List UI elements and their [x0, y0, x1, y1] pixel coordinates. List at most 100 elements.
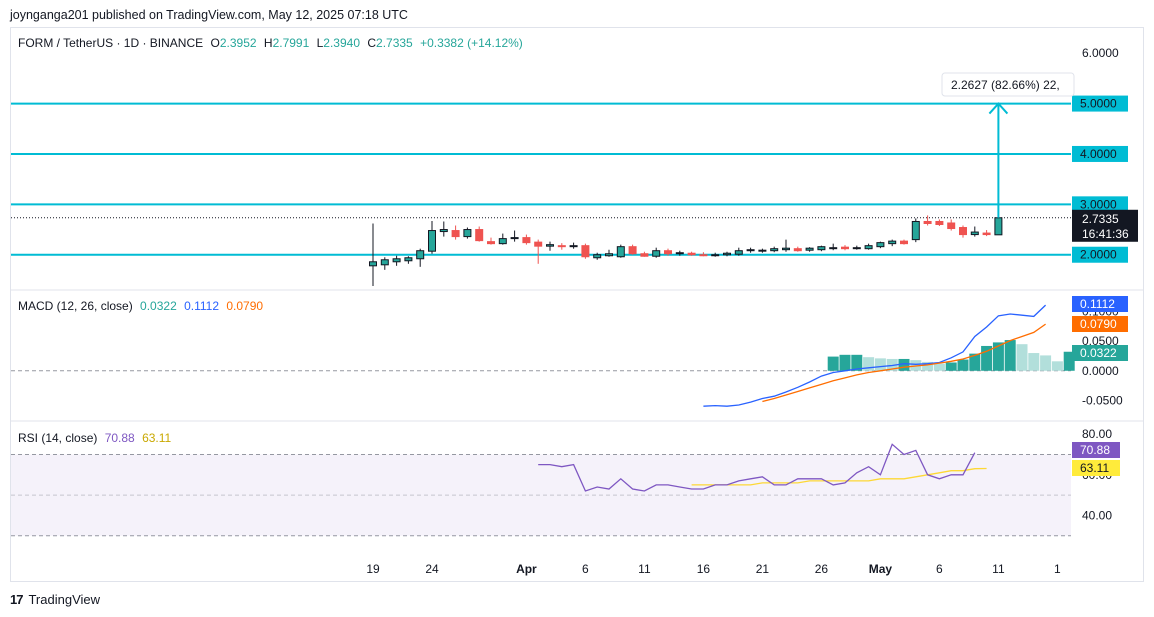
macd-histogram-bar: [874, 358, 886, 371]
candle-body: [841, 246, 849, 250]
footer-brand[interactable]: 17 TradingView: [10, 592, 100, 607]
candle: [392, 255, 401, 266]
time-axis-tick: 11: [992, 562, 1005, 576]
ohlc-open: O2.3952: [210, 36, 257, 50]
level-label-bg: [1072, 246, 1128, 263]
level-price-label: 2.0000: [1072, 246, 1128, 263]
measure-tool: 2.2627 (82.66%) 22,: [941, 72, 1075, 218]
macd-value-badge: 0.0322: [1072, 345, 1128, 361]
candle: [569, 242, 578, 249]
macd-histogram-bar: [933, 363, 945, 371]
candle: [416, 248, 425, 267]
macd-signal-line: [762, 323, 1046, 403]
measure-arrowhead-icon: [988, 102, 1009, 115]
candle-body: [935, 220, 944, 226]
candle-body: [380, 259, 389, 266]
level-label-text: 5.0000: [1080, 97, 1117, 111]
candle-body: [970, 231, 979, 236]
candle: [782, 239, 790, 252]
level-label-text: 4.0000: [1080, 147, 1117, 161]
candle-body: [829, 247, 838, 250]
candle-body: [793, 248, 802, 252]
candle: [982, 230, 991, 237]
rsi-legend-label[interactable]: RSI (14, close): [18, 431, 98, 445]
level-price-label: 4.0000: [1072, 145, 1128, 162]
candle-body: [369, 261, 377, 267]
candle: [428, 220, 436, 254]
time-axis: 19 24 Apr 6 11 16 21 26 May 6 11 1: [366, 562, 1061, 576]
measure-label-box: [941, 72, 1075, 97]
price-axis-tick: 6.0000: [1082, 46, 1119, 60]
candle-body: [581, 245, 590, 258]
candle-body: [392, 258, 401, 263]
macd-badge-bg: [1072, 316, 1128, 332]
macd-histogram-bar: [957, 359, 969, 371]
symbol-label[interactable]: FORM / TetherUS · 1D · BINANCE: [18, 36, 204, 50]
price-legend: FORM / TetherUS · 1D · BINANCE O2.3952 H…: [18, 36, 527, 50]
candle-body: [664, 250, 672, 255]
candle-body: [711, 254, 720, 257]
candle: [451, 225, 460, 240]
candle-body: [534, 241, 543, 247]
candle-body: [463, 229, 472, 238]
rsi-badge-bg: [1072, 442, 1120, 458]
candle-body: [546, 244, 554, 247]
candle: [640, 251, 649, 257]
chart-frame: [10, 27, 1144, 582]
time-axis-tick: 19: [366, 562, 380, 576]
rsi-badge-text: 63.11: [1080, 461, 1109, 475]
macd-legend: MACD (12, 26, close) 0.0322 0.1112 0.079…: [18, 299, 267, 313]
candle: [439, 221, 448, 237]
time-axis-tick: Apr: [516, 562, 537, 576]
candle: [852, 245, 861, 250]
macd-histogram-bar: [1004, 340, 1016, 371]
rsi-badge-text: 70.88: [1080, 443, 1110, 457]
price-badge-bg: [1072, 209, 1138, 242]
candle: [699, 252, 708, 257]
macd-histogram-bar: [839, 354, 851, 371]
macd-histogram-bar: [1016, 344, 1028, 371]
macd-histogram-bar: [1063, 351, 1075, 371]
candle: [664, 248, 672, 256]
time-axis-tick: 6: [936, 562, 943, 576]
rsi-badge-bg: [1072, 460, 1120, 476]
candle: [770, 246, 779, 253]
macd-badge-text: 0.0322: [1080, 346, 1117, 360]
candle-body: [451, 230, 460, 238]
rsi-band-background: [11, 454, 1071, 536]
macd-pane: 0.10000.05000.0000-0.05000.11120.07900.0…: [11, 296, 1128, 407]
price-badge-value: 2.7335: [1082, 212, 1119, 226]
level-label-bg: [1072, 95, 1128, 112]
macd-badge-bg: [1072, 345, 1128, 361]
macd-histogram-bar: [863, 357, 875, 371]
macd-badge-bg: [1072, 296, 1128, 312]
candle: [380, 257, 389, 270]
rsi-legend: RSI (14, close) 70.88 63.11: [18, 431, 175, 445]
candle-body: [888, 240, 897, 245]
candle-body: [699, 254, 708, 257]
candle: [605, 249, 613, 257]
candle: [687, 251, 696, 256]
candle-body: [498, 238, 507, 245]
candle-body: [959, 227, 967, 236]
candle-body: [593, 254, 602, 259]
macd-legend-hist: 0.0322: [140, 299, 177, 313]
candle-body: [911, 220, 920, 241]
time-axis-tick: 26: [815, 562, 829, 576]
measure-label-text: 2.2627 (82.66%) 22,: [951, 78, 1060, 92]
level-price-label: 3.0000: [1072, 196, 1128, 213]
macd-legend-label[interactable]: MACD (12, 26, close): [18, 299, 133, 313]
macd-line: [703, 304, 1047, 407]
time-axis-tick: 11: [638, 562, 651, 576]
candle: [463, 227, 472, 239]
candle: [923, 215, 932, 226]
candle-body: [487, 241, 495, 245]
candle: [652, 247, 661, 258]
macd-histogram-bar: [969, 353, 981, 371]
price-pane: 6.00005.00004.00003.00002.00005.00004.00…: [11, 46, 1138, 286]
candle-body: [994, 217, 1003, 236]
level-label-text: 3.0000: [1080, 197, 1117, 211]
candle: [947, 219, 956, 231]
candle-body: [439, 229, 448, 233]
